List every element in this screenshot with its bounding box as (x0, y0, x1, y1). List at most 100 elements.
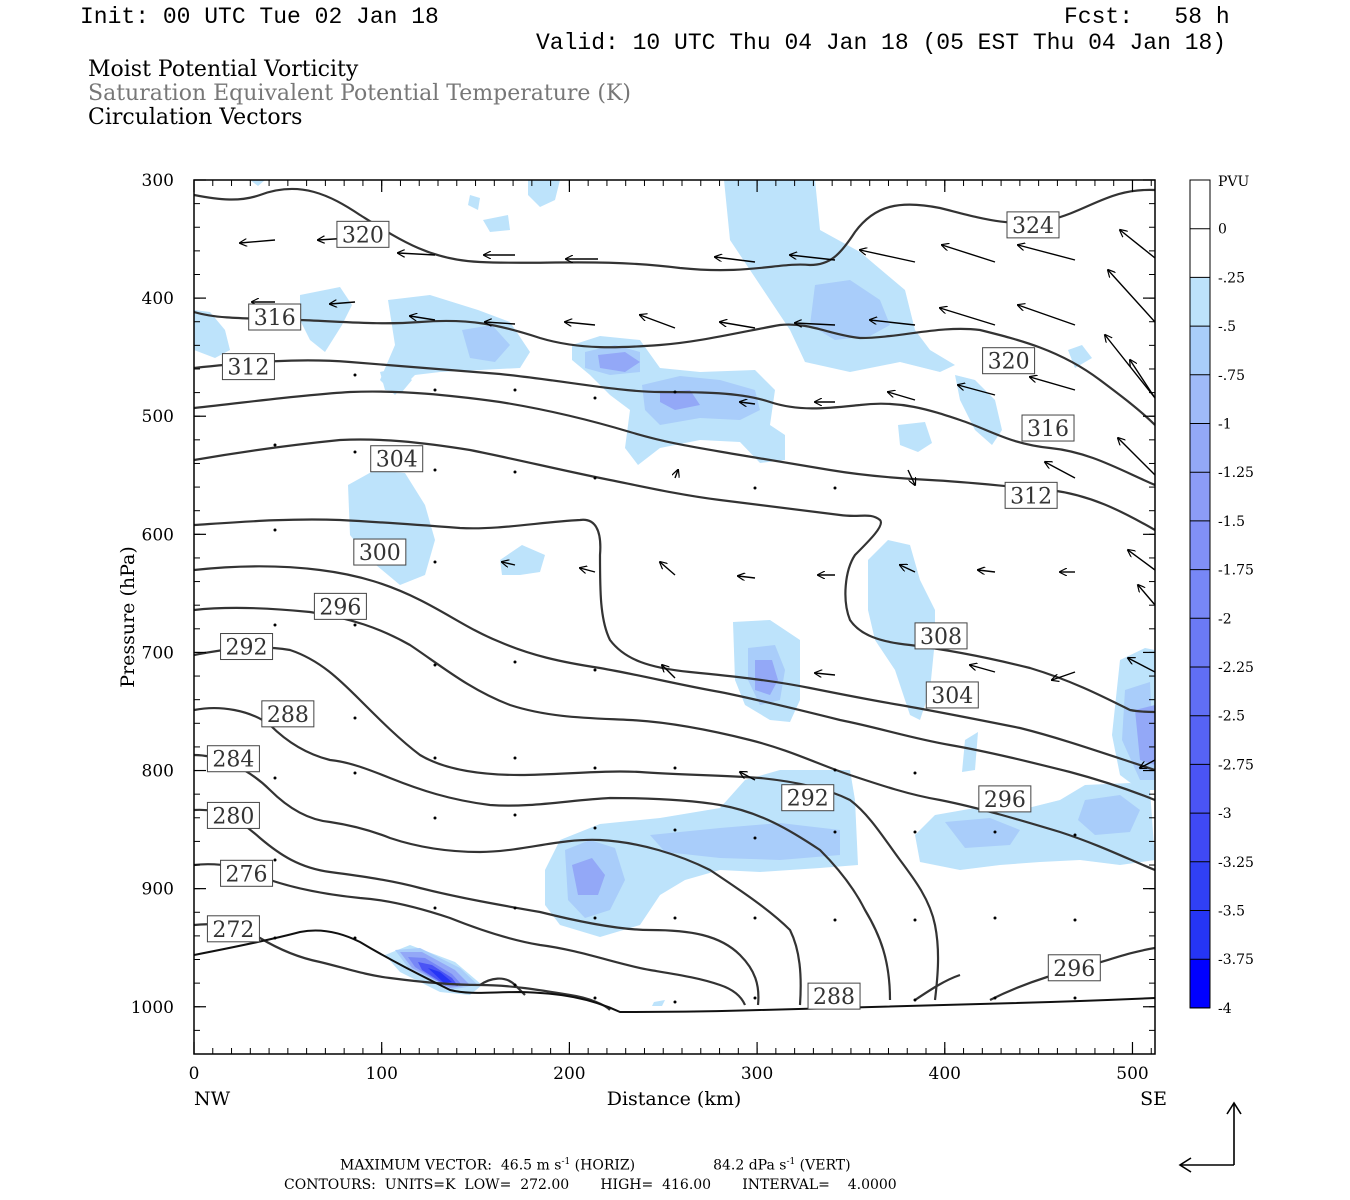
wind-vector (715, 257, 756, 263)
y-tick-label: 300 (142, 171, 174, 191)
wind-vector-small (673, 828, 677, 832)
contour-label-316: 316 (248, 303, 302, 331)
wind-vector-small (593, 766, 597, 770)
wind-vector (662, 665, 676, 679)
pv-colorbar: 0 -.25 -.5 -.75 -1 -1.25 -1.5 -1.75 -2 -2.25 -2.5 -… (1189, 179, 1254, 1017)
wind-vector (1128, 658, 1155, 673)
wind-vector (888, 392, 916, 401)
terrain-line (194, 929, 1155, 1014)
contour-info: CONTOURS: UNITS=K LOW= 272.00 HIGH= 416.… (284, 1177, 897, 1193)
wind-vector-small (433, 560, 437, 564)
contour-label-320: 320 (336, 220, 390, 248)
wind-vector (870, 320, 916, 326)
contour-line (194, 646, 940, 1001)
colorbar-label: -2.5 (1218, 709, 1245, 725)
horiz-max-exponent: -1 (561, 1157, 571, 1167)
wind-vector (1140, 759, 1155, 768)
wind-vector (485, 322, 516, 324)
contour-label-272: 272 (206, 915, 260, 943)
wind-vector-small (353, 623, 357, 627)
colorbar-swatch (1190, 277, 1210, 327)
wind-vector-small (593, 826, 597, 830)
nw-endpoint-label: NW (194, 1088, 231, 1110)
pv-region (572, 858, 605, 895)
contour-line (194, 753, 802, 1006)
colorbar-label: -1.5 (1218, 514, 1245, 530)
pv-region (194, 310, 230, 358)
wind-vector-small (993, 916, 997, 920)
svg-text:308: 308 (920, 625, 962, 650)
wind-vector (640, 315, 676, 329)
wind-vector (660, 562, 676, 576)
colorbar-label: -.75 (1218, 368, 1245, 384)
init-time: Init: 00 UTC Tue 02 Jan 18 (80, 4, 439, 30)
contour-label-304: 304 (925, 681, 979, 709)
y-tick-label: 700 (142, 643, 174, 663)
colorbar-swatch (1190, 813, 1210, 863)
colorbar-swatch (1190, 374, 1210, 424)
pv-region (462, 325, 510, 362)
small-vectors (273, 373, 1077, 1004)
svg-text:304: 304 (931, 684, 973, 709)
wind-vector-small (593, 396, 597, 400)
contour-line (194, 518, 1155, 772)
wind-vector-small (993, 830, 997, 834)
contour-line (194, 565, 1155, 802)
wind-vector (675, 470, 678, 479)
pv-region (724, 180, 955, 372)
wind-vector-small (913, 771, 917, 775)
wind-vector-small (273, 776, 277, 780)
wind-vector (907, 469, 915, 485)
field-title-vectors: Circulation Vectors (88, 105, 303, 130)
wind-vector-small (353, 373, 357, 377)
wind-vector (940, 308, 996, 326)
y-axis-label: Pressure (hPa) (117, 546, 139, 688)
contour-line (194, 606, 1155, 872)
wind-vector (330, 302, 356, 304)
colorbar-swatch (1190, 326, 1210, 376)
pv-region (962, 732, 978, 772)
colorbar-label: -1.75 (1218, 563, 1254, 579)
contour-line (194, 808, 760, 1006)
svg-text:312: 312 (1010, 484, 1052, 509)
wind-vector (1130, 360, 1155, 399)
wind-vector (398, 253, 436, 255)
contour-label-292: 292 (220, 633, 274, 661)
y-tick-label: 800 (142, 762, 174, 782)
contour-label-284: 284 (206, 745, 260, 773)
colorbar-label: 0 (1218, 222, 1227, 238)
contour-label-292: 292 (781, 784, 835, 812)
colorbar-label: -1.25 (1218, 465, 1254, 481)
wind-vector-small (593, 916, 597, 920)
svg-text:320: 320 (342, 223, 384, 248)
wind-vector (1018, 305, 1076, 326)
wind-vector (958, 385, 996, 396)
svg-text:288: 288 (267, 703, 309, 728)
max-vector-label: MAXIMUM VECTOR: (340, 1157, 492, 1174)
x-tick-label: 200 (553, 1064, 585, 1084)
wind-vector-small (833, 830, 837, 834)
wind-vector-small (433, 816, 437, 820)
wind-vector (580, 568, 596, 572)
reference-vector-icon (1178, 1101, 1242, 1173)
wind-vector-small (353, 771, 357, 775)
colorbar-label: -3 (1218, 806, 1232, 822)
colorbar-swatch (1190, 861, 1210, 911)
wind-vector (565, 322, 596, 325)
svg-text:304: 304 (376, 448, 418, 473)
wind-vector-small (273, 858, 277, 862)
colorbar-label: -.25 (1218, 270, 1245, 286)
plot-frame (193, 179, 1156, 1055)
contour-label-276: 276 (220, 859, 274, 887)
svg-text:316: 316 (1027, 417, 1069, 442)
svg-text:316: 316 (254, 306, 296, 331)
wind-vector-small (273, 443, 277, 447)
horiz-max-tag: (HORIZ) (570, 1157, 636, 1174)
wind-vector-small (513, 756, 517, 760)
wind-vector-small (1073, 996, 1077, 1000)
field-title-theta-e: Saturation Equivalent Potential Temperat… (88, 81, 631, 106)
wind-vector (942, 245, 996, 263)
pv-region (945, 818, 1020, 848)
wind-vector-small (433, 756, 437, 760)
